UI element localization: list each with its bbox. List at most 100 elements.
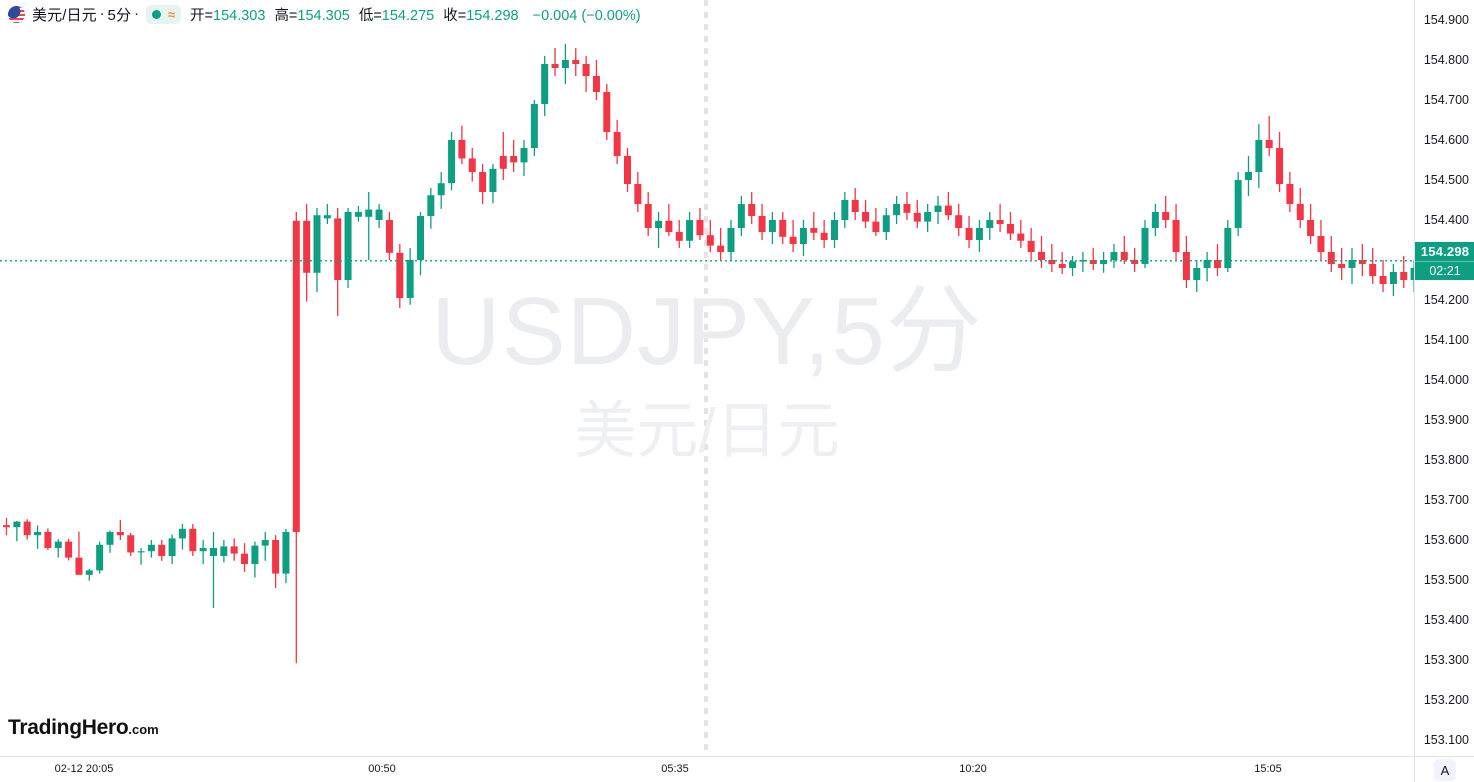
close-label: 收= [443,7,467,24]
candle-body [1255,140,1263,172]
high-label: 高= [274,7,298,24]
candle-body [499,156,507,169]
candle-body [303,220,311,273]
price-tick-label: 154.200 [1423,293,1469,307]
candle-body [530,104,538,148]
candle-body [1369,264,1377,276]
chart-plot-area[interactable]: USDJPY,5分 美元/日元 [0,0,1414,756]
candle-body [1006,224,1014,234]
candle-body [75,557,83,575]
candle-body [975,228,983,240]
candle-body [893,204,901,216]
candle-body [1162,212,1170,220]
open-value: 154.303 [213,7,266,24]
candle-body [106,532,114,545]
price-tick-label: 153.400 [1423,613,1469,627]
candle-body [831,220,838,240]
candle-body [1027,240,1035,252]
time-tick-label: 00:50 [368,763,396,775]
axis-corner: A [1414,756,1474,782]
high-pair: 高=154.305 [274,4,349,25]
candle-body [365,209,373,217]
time-axis[interactable]: 02-12 20:05 00:50 05:35 10:20 15:05 [0,756,1414,782]
price-tick-label: 153.900 [1423,413,1469,427]
candle-body [241,553,249,564]
candle-body [1245,172,1252,180]
logo-name: TradingHero [8,716,129,739]
bar-countdown: 02:21 [1415,260,1474,280]
candle-body [417,216,424,260]
candle-body [178,528,186,539]
price-tick-label: 154.600 [1423,133,1469,147]
interval-label[interactable]: 5分 [107,6,132,24]
candle-body [737,204,745,228]
candle-body [1172,220,1180,252]
candle-body [944,205,952,216]
symbol-name[interactable]: 美元/日元 [32,6,97,24]
candle-body [1286,184,1294,204]
candle-body [986,220,994,228]
candle-body [1100,260,1108,264]
candle-body [965,228,973,240]
candle-body [1213,260,1221,268]
price-tick-label: 154.500 [1423,173,1469,187]
price-axis[interactable]: 154.298 02:21 154.900 154.800 154.700 154.6… [1414,0,1474,756]
candle-body [1400,272,1408,280]
candle-body [189,528,197,552]
candle-body [489,168,497,192]
candle-body [479,172,487,192]
candle-body [903,204,911,213]
candle-body [427,195,435,216]
legend-badges: ≈ [145,4,182,24]
candle-body [1141,228,1149,264]
price-tick-label: 153.800 [1423,453,1469,467]
candle-body [1224,228,1232,268]
candle-body [717,245,725,252]
candle-body [1203,260,1211,268]
price-tick-label: 153.100 [1423,733,1469,747]
candle-body [1038,252,1045,260]
candle-body [292,220,300,533]
green-dot-icon [151,9,161,19]
open-label: 开= [190,7,214,24]
candle-body [199,548,207,552]
candle-body [520,148,528,163]
candle-body [1379,276,1387,284]
candle-body [375,209,383,220]
candle-body [282,532,290,574]
ohlc-values: 开=154.303 高=154.305 低=154.275 收=154.298 … [190,4,641,25]
current-price-tag: 154.298 02:21 [1415,241,1474,280]
legend-separator-1: · [99,6,105,22]
candle-body [924,212,932,222]
candle-body [13,521,21,528]
candle-body [613,132,621,156]
candle-body [603,92,611,132]
candle-body [1151,212,1159,228]
candle-body [1276,148,1284,184]
candle-body [261,540,269,546]
candle-body [1307,220,1315,236]
candle-body [96,544,104,571]
price-tick-label: 154.700 [1423,93,1469,107]
candle-body [561,60,569,68]
candle-body [406,260,414,298]
candle-body [572,60,580,64]
candle-body [665,220,673,232]
candle-body [220,546,228,556]
candle-body [624,156,631,184]
candle-body [1338,264,1346,268]
candle-body [1234,180,1242,228]
candle-body [354,212,362,217]
candle-body [748,204,756,216]
candle-body [313,215,321,273]
price-tick-label: 154.800 [1423,53,1469,67]
close-pair: 收=154.298 [443,4,518,25]
auto-scale-button[interactable]: A [1434,759,1456,781]
candle-body [3,525,10,528]
candle-body [913,212,921,222]
price-tick-label: 154.100 [1423,333,1469,347]
candle-body [955,215,963,228]
approx-icon: ≈ [167,6,176,22]
candle-body [44,532,52,548]
